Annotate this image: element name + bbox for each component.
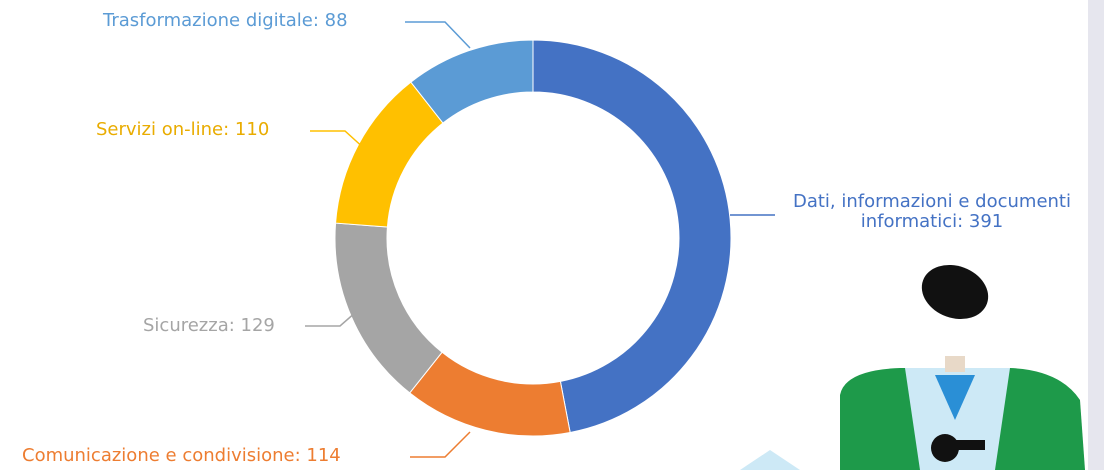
data-label: Trasformazione digitale: 88 bbox=[103, 11, 348, 31]
scrollbar bbox=[1088, 0, 1104, 470]
leader-line bbox=[405, 22, 470, 48]
data-label: Sicurezza: 129 bbox=[143, 316, 275, 336]
leader-line bbox=[410, 432, 470, 457]
data-label: Dati, informazioni e documenti informati… bbox=[782, 192, 1082, 232]
screen: Dati, informazioni e documenti informati… bbox=[0, 0, 1104, 470]
donut-segment bbox=[410, 352, 570, 436]
leader-line bbox=[305, 312, 356, 326]
data-label: Servizi on-line: 110 bbox=[96, 120, 269, 140]
donut-segment bbox=[533, 40, 731, 432]
illustration bbox=[740, 256, 1085, 470]
data-label: Comunicazione e condivisione: 114 bbox=[22, 446, 341, 466]
donut-segment bbox=[335, 223, 442, 393]
donut-segment bbox=[336, 82, 443, 227]
chart bbox=[0, 0, 1104, 470]
